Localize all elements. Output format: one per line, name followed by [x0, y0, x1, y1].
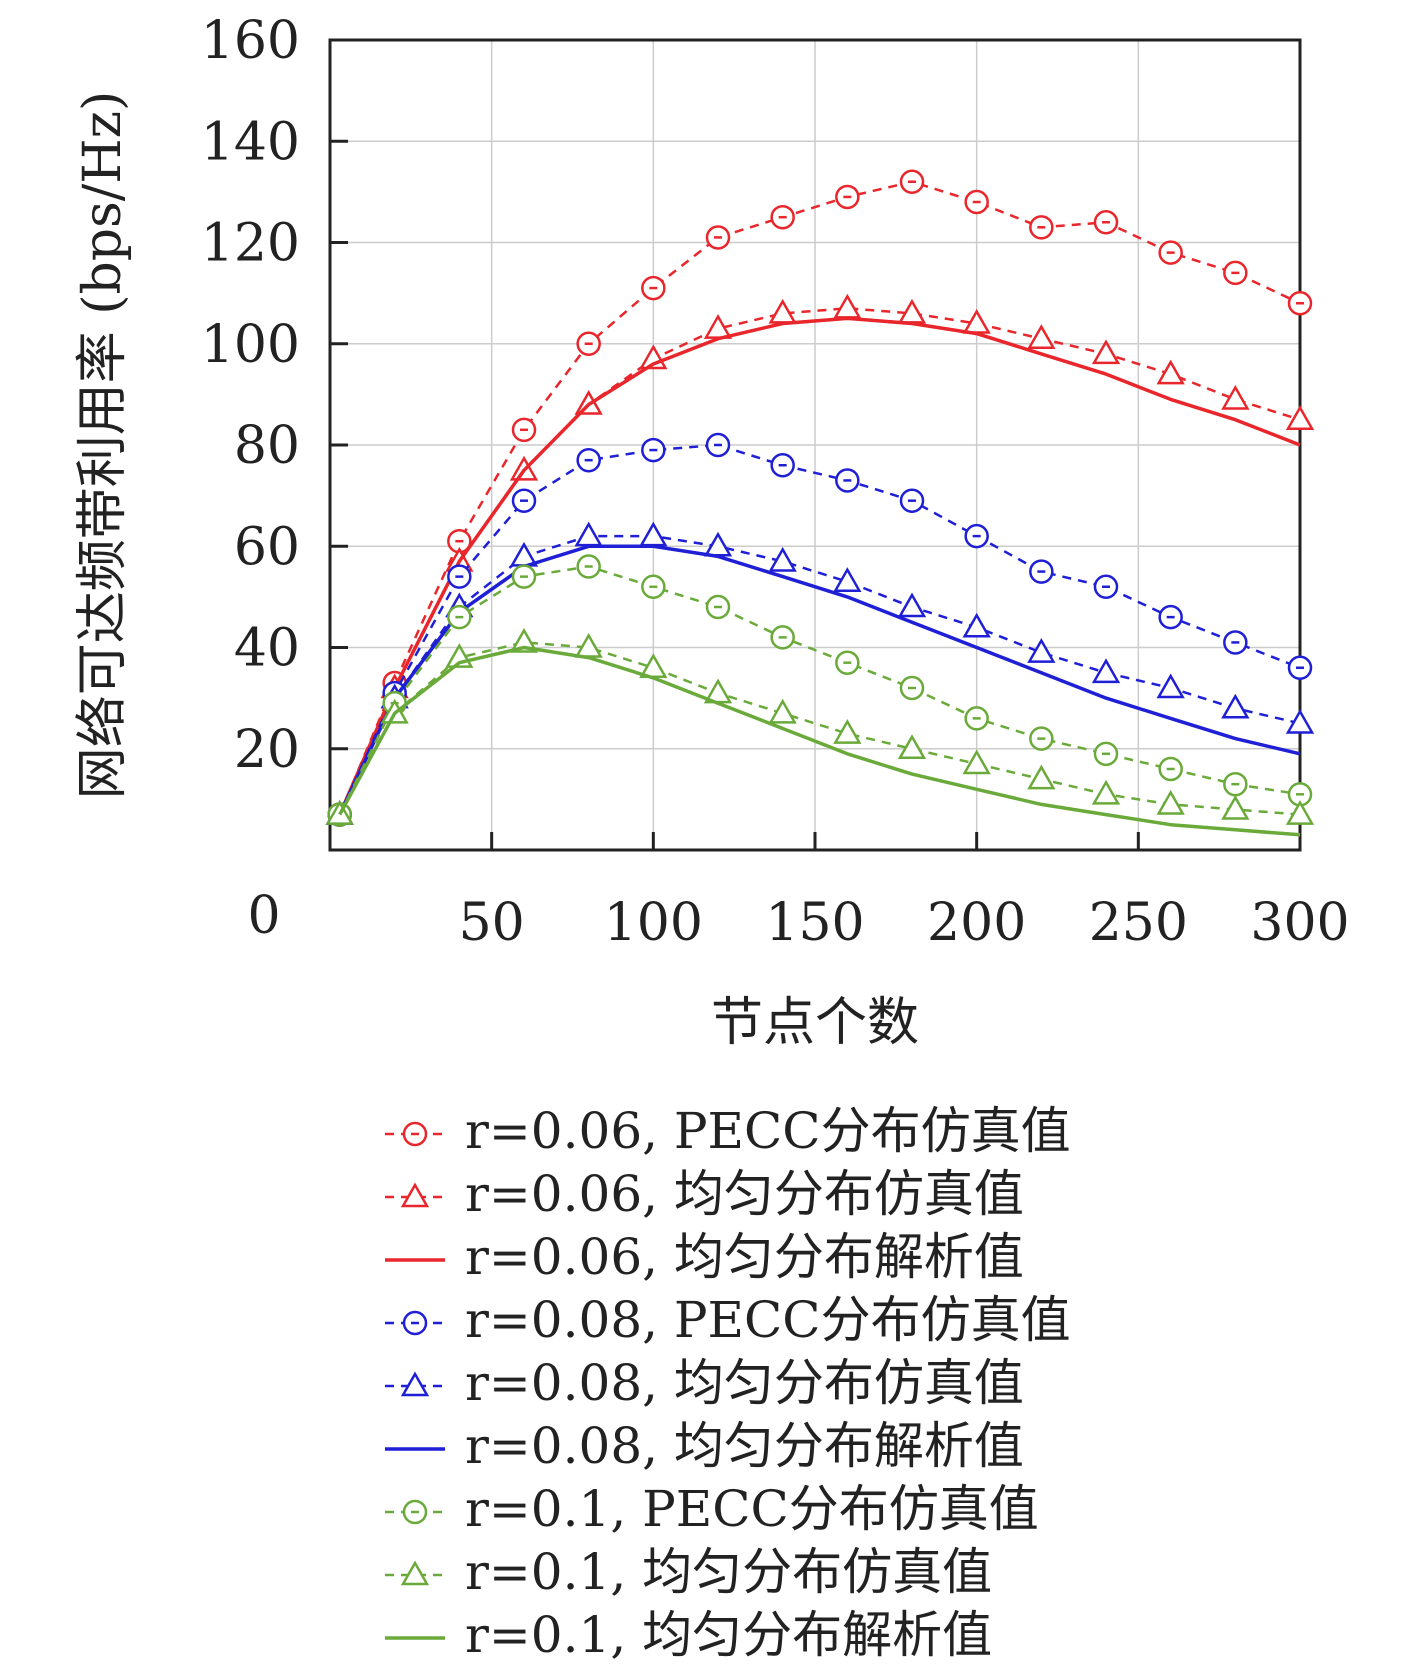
- legend-entry: r=0.1, 均匀分布解析值: [385, 1606, 992, 1664]
- legend-entry: r=0.06, PECC分布仿真值: [385, 1102, 1071, 1160]
- legend-entry: r=0.06, 均匀分布仿真值: [385, 1165, 1024, 1223]
- y-tick-label: 160: [201, 11, 300, 71]
- series-line: [338, 645, 1301, 837]
- x-tick-label: 100: [604, 893, 703, 953]
- series-line: [338, 307, 1301, 816]
- legend-label: r=0.06, 均匀分布解析值: [465, 1228, 1024, 1286]
- data-point: [1285, 405, 1315, 430]
- series-line: [338, 544, 1301, 816]
- data-point: [1027, 324, 1056, 349]
- legend-label: r=0.1, 均匀分布仿真值: [465, 1543, 992, 1601]
- data-point: [897, 734, 927, 759]
- data-point: [1285, 708, 1315, 734]
- legend-label: r=0.1, PECC分布仿真值: [465, 1480, 1039, 1538]
- legend-entry: r=0.06, 均匀分布解析值: [385, 1228, 1024, 1286]
- series-9: [338, 645, 1301, 837]
- legend-label: r=0.06, PECC分布仿真值: [465, 1102, 1071, 1160]
- series-2: [325, 293, 1315, 825]
- series-layer: [325, 169, 1315, 837]
- grid-lines: [330, 39, 1301, 850]
- series-line: [338, 180, 1301, 816]
- data-point: [768, 698, 797, 724]
- y-tick-label: 140: [201, 112, 300, 172]
- legend-entry: r=0.08, 均匀分布仿真值: [385, 1354, 1024, 1412]
- series-line: [338, 565, 1301, 816]
- data-point: [1285, 800, 1315, 825]
- legend-label: r=0.08, 均匀分布解析值: [465, 1417, 1024, 1475]
- x-tick-label: 300: [1250, 893, 1349, 953]
- legend-entry: r=0.1, 均匀分布仿真值: [385, 1543, 992, 1601]
- data-point: [833, 719, 862, 744]
- x-tick-label: 200: [927, 893, 1026, 953]
- data-point: [1027, 764, 1056, 790]
- y-tick-label: 120: [201, 214, 300, 274]
- data-point: [833, 293, 862, 319]
- legend-label: r=0.06, 均匀分布仿真值: [465, 1165, 1024, 1223]
- data-point: [1221, 384, 1250, 410]
- y-axis: 20 40 60 80 100 120 140 160: [201, 11, 348, 780]
- x-axis-title: 节点个数: [711, 993, 919, 1053]
- legend-entry: r=0.1, PECC分布仿真值: [385, 1480, 1039, 1538]
- y-tick-label: 100: [201, 315, 300, 375]
- x-axis: 50 100 150 200 250 300: [459, 832, 1350, 953]
- legend-entry: r=0.08, 均匀分布解析值: [385, 1417, 1024, 1475]
- y-tick-label: 60: [234, 517, 300, 577]
- data-point: [833, 567, 862, 592]
- legend-label: r=0.08, 均匀分布仿真值: [465, 1354, 1024, 1412]
- x-origin-label: 0: [247, 886, 280, 946]
- y-tick-label: 80: [234, 416, 300, 476]
- legend-label: r=0.08, PECC分布仿真值: [465, 1291, 1071, 1349]
- data-point: [897, 592, 927, 618]
- x-tick-label: 150: [765, 893, 864, 953]
- series-3: [338, 316, 1301, 816]
- legend-entry: r=0.08, PECC分布仿真值: [385, 1291, 1071, 1349]
- data-point: [1091, 339, 1121, 365]
- data-point: [509, 627, 539, 653]
- data-point: [1156, 673, 1185, 699]
- data-point: [1027, 638, 1056, 663]
- y-axis-title: 网络可达频带利用率 (bps/Hz): [73, 91, 133, 800]
- series-line: [338, 443, 1301, 816]
- legend-marker: [400, 1182, 430, 1208]
- data-point: [1221, 794, 1250, 820]
- series-6: [338, 544, 1301, 816]
- legend-marker: [400, 1371, 430, 1397]
- series-line: [338, 641, 1301, 816]
- x-tick-label: 50: [459, 893, 525, 953]
- data-point: [639, 521, 668, 547]
- y-tick-label: 20: [234, 720, 300, 780]
- data-point: [1091, 658, 1121, 684]
- series-line: [338, 534, 1301, 816]
- data-point: [1156, 789, 1185, 815]
- data-point: [962, 612, 991, 638]
- legend-label: r=0.1, 均匀分布解析值: [465, 1606, 992, 1664]
- y-tick-label: 40: [234, 619, 300, 679]
- data-point: [1221, 693, 1250, 719]
- data-point: [1091, 779, 1121, 805]
- series-line: [338, 316, 1301, 816]
- legend-marker: [400, 1560, 430, 1586]
- data-point: [574, 521, 603, 547]
- data-point: [768, 546, 797, 572]
- x-tick-label: 250: [1089, 893, 1188, 953]
- data-point: [962, 749, 991, 775]
- series-1: [327, 169, 1313, 827]
- data-point: [1156, 359, 1185, 385]
